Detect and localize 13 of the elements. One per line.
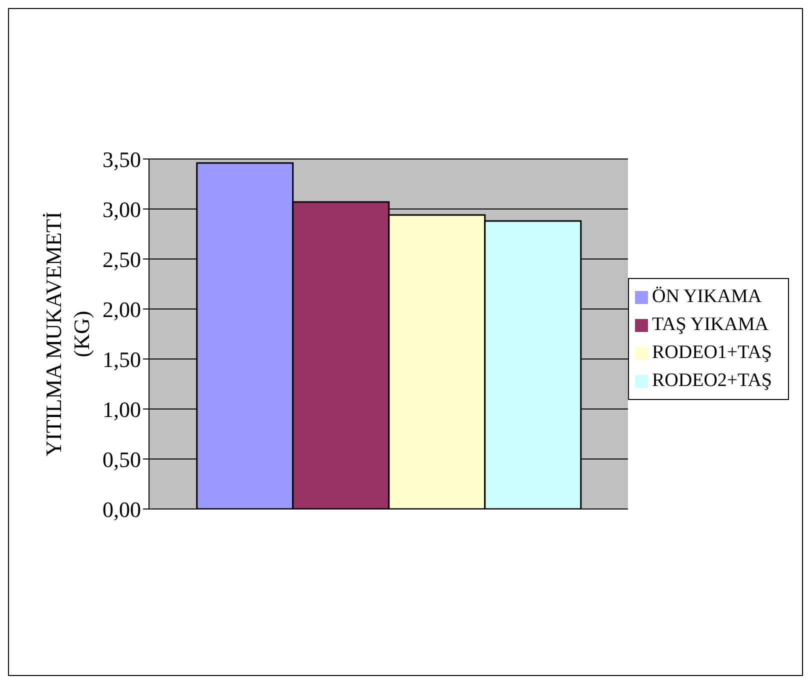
legend-label: RODEO1+TAŞ	[652, 342, 772, 363]
y-tick-label: 2,00	[102, 296, 141, 322]
legend-label: ÖN YIKAMA	[652, 286, 762, 307]
legend-label: TAŞ YIKAMA	[652, 314, 768, 335]
y-tick-label: 0,00	[102, 496, 141, 522]
y-tick-label: 3,50	[102, 146, 141, 172]
legend-label: RODEO2+TAŞ	[652, 370, 772, 391]
y-tick-label: 0,50	[102, 446, 141, 472]
y-axis-title: YITILMA MUKAVEMETİ (KG)	[41, 212, 94, 456]
y-tick-label: 2,50	[102, 246, 141, 272]
y-tick-label: 1,00	[102, 396, 141, 422]
y-tick-label: 3,00	[102, 196, 141, 222]
y-tick-label: 1,50	[102, 346, 141, 372]
